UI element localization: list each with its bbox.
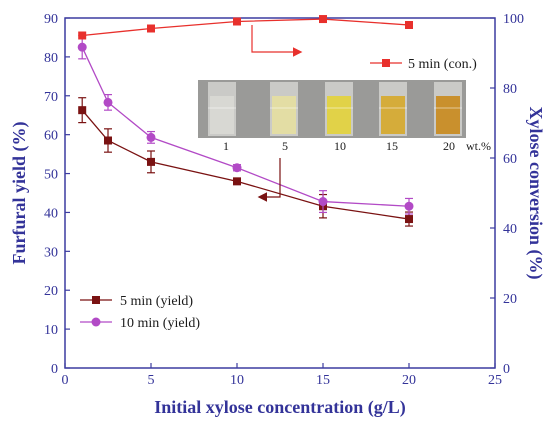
y-right-tick-label: 100 xyxy=(503,12,524,27)
y-left-tick-label: 90 xyxy=(44,12,58,27)
y-right-tick-label: 0 xyxy=(503,362,510,377)
data-point xyxy=(147,24,155,33)
y-left-tick-label: 0 xyxy=(51,362,58,377)
series-line-square-2 xyxy=(82,18,410,37)
y-right-tick-label: 40 xyxy=(503,222,517,237)
vial-liquid xyxy=(436,96,460,134)
inset-vials xyxy=(208,82,462,136)
inset-labels: 1 5 10 15 20 xyxy=(223,139,455,153)
y-left-tick-label: 30 xyxy=(44,245,58,260)
x-tick-label: 10 xyxy=(230,373,244,388)
data-point xyxy=(405,215,413,224)
y-left-tick-label: 70 xyxy=(44,90,58,105)
series-line-square-0 xyxy=(81,109,410,220)
series-line-circle-1 xyxy=(81,46,410,207)
data-point xyxy=(104,136,112,145)
vial-liquid xyxy=(210,96,234,134)
legend-marker xyxy=(92,296,100,304)
data-point xyxy=(318,197,328,207)
data-point xyxy=(405,21,413,29)
y-right-tick-label: 60 xyxy=(503,152,517,167)
y-left-tick-label: 80 xyxy=(44,51,58,66)
x-tick-label: 25 xyxy=(488,373,502,388)
y-left-tick-label: 60 xyxy=(44,129,58,144)
data-point xyxy=(233,17,241,26)
inset-concentration-label: 20 xyxy=(443,139,455,153)
y-left-tick-label: 10 xyxy=(44,323,58,338)
x-tick-label: 20 xyxy=(402,373,416,388)
data-point xyxy=(319,15,327,24)
y-left-axis-title: Furfural yield (%) xyxy=(9,122,30,265)
data-point xyxy=(78,31,87,40)
series-layer xyxy=(77,15,414,227)
data-point xyxy=(147,157,155,166)
legend-marker xyxy=(382,59,390,67)
y-right-axis-title: Xylose conversion (%) xyxy=(525,107,546,280)
data-point xyxy=(404,201,414,211)
plot-frame xyxy=(64,17,496,369)
inset-concentration-label: 5 xyxy=(282,139,288,153)
x-tick-label: 15 xyxy=(316,373,330,388)
inset-concentration-label: 15 xyxy=(386,139,398,153)
data-point xyxy=(232,163,242,173)
y-left-axis-ticks: 0 10 20 30 40 50 60 70 80 90 xyxy=(44,12,70,377)
inset-concentration-label: 10 xyxy=(334,139,346,153)
vial-liquid xyxy=(327,96,351,134)
vial-liquid xyxy=(272,96,296,134)
data-point xyxy=(78,106,87,115)
x-axis-title: Initial xylose concentration (g/L) xyxy=(154,397,405,418)
y-left-tick-label: 40 xyxy=(44,206,58,221)
legend-label: 10 min (yield) xyxy=(120,316,200,331)
legend-right: 5 min (con.) xyxy=(370,57,477,72)
x-axis-ticks: 0 5 10 15 20 25 xyxy=(62,363,502,388)
y-right-axis-ticks: 0 20 40 60 80 100 xyxy=(490,12,524,377)
data-point xyxy=(233,177,241,186)
data-point xyxy=(103,97,113,107)
data-point xyxy=(146,132,156,142)
inset-unit-label: wt.% xyxy=(466,139,491,153)
legend-marker xyxy=(91,317,101,327)
vial-liquid xyxy=(381,96,405,134)
y-left-tick-label: 20 xyxy=(44,284,58,299)
y-left-tick-label: 50 xyxy=(44,168,58,183)
legend-label: 5 min (con.) xyxy=(408,57,477,72)
legend-left: 5 min (yield) 10 min (yield) xyxy=(80,294,200,331)
data-point xyxy=(77,42,87,52)
annotation-arrows xyxy=(251,25,303,202)
arrow-to-left-axis xyxy=(257,158,281,202)
legend-label: 5 min (yield) xyxy=(120,294,193,309)
arrow-to-right-axis xyxy=(251,25,303,57)
inset-concentration-label: 1 xyxy=(223,139,229,153)
x-tick-label: 5 xyxy=(148,373,155,388)
inset-photo: 1 5 10 15 20 wt.% xyxy=(198,80,491,153)
y-right-tick-label: 80 xyxy=(503,82,517,97)
x-tick-label: 0 xyxy=(62,373,69,388)
y-right-tick-label: 20 xyxy=(503,292,517,307)
